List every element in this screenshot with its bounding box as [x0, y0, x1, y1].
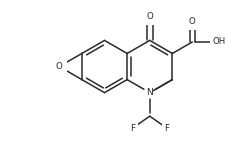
Text: O: O	[189, 17, 196, 26]
Text: O: O	[146, 12, 153, 21]
Text: O: O	[56, 62, 63, 71]
Text: OH: OH	[213, 37, 225, 46]
Text: F: F	[164, 124, 169, 133]
Text: N: N	[146, 88, 153, 97]
Text: O: O	[56, 62, 63, 71]
Text: F: F	[130, 124, 135, 133]
